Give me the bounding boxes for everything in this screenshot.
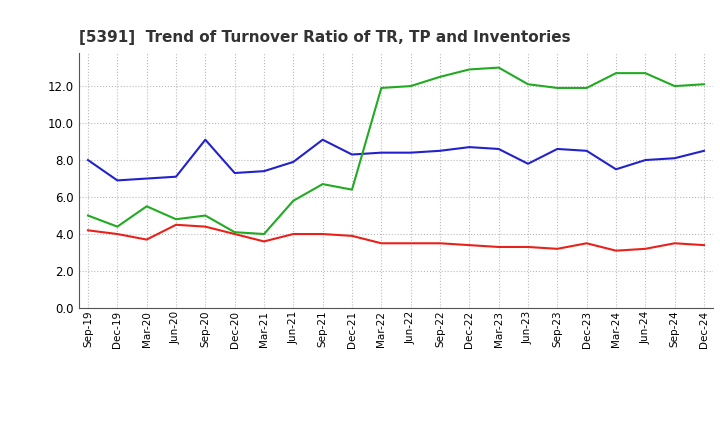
Trade Payables [260,169,269,174]
Trade Receivables [289,231,297,237]
Trade Payables [612,167,621,172]
Trade Receivables [84,227,92,233]
Trade Payables [377,150,386,155]
Trade Receivables [465,242,474,248]
Trade Payables [700,148,708,154]
Trade Receivables [348,233,356,238]
Trade Receivables [436,241,444,246]
Trade Payables [201,137,210,143]
Trade Receivables [700,242,708,248]
Trade Receivables [523,244,532,249]
Trade Receivables [143,237,151,242]
Inventories [348,187,356,192]
Inventories [171,216,180,222]
Inventories [406,84,415,89]
Trade Payables [523,161,532,166]
Trade Receivables [670,241,679,246]
Inventories [465,67,474,72]
Inventories [553,85,562,91]
Trade Receivables [171,222,180,227]
Line: Trade Receivables: Trade Receivables [88,225,704,251]
Inventories [495,65,503,70]
Trade Payables [582,148,591,154]
Inventories [670,84,679,89]
Trade Payables [641,158,649,163]
Trade Receivables [495,244,503,249]
Line: Trade Payables: Trade Payables [88,140,704,180]
Inventories [201,213,210,218]
Line: Inventories: Inventories [88,68,704,234]
Trade Receivables [230,231,239,237]
Trade Payables [143,176,151,181]
Inventories [582,85,591,91]
Trade Payables [465,144,474,150]
Trade Payables [553,147,562,152]
Trade Payables [436,148,444,154]
Trade Payables [670,156,679,161]
Trade Payables [318,137,327,143]
Inventories [230,230,239,235]
Inventories [289,198,297,203]
Trade Payables [289,159,297,165]
Inventories [436,74,444,80]
Inventories [377,85,386,91]
Inventories [84,213,92,218]
Trade Receivables [612,248,621,253]
Trade Payables [495,147,503,152]
Trade Receivables [318,231,327,237]
Inventories [260,231,269,237]
Inventories [641,70,649,76]
Trade Receivables [113,231,122,237]
Inventories [318,181,327,187]
Trade Receivables [641,246,649,252]
Trade Receivables [406,241,415,246]
Trade Payables [406,150,415,155]
Inventories [700,81,708,87]
Text: [5391]  Trend of Turnover Ratio of TR, TP and Inventories: [5391] Trend of Turnover Ratio of TR, TP… [79,29,571,45]
Trade Receivables [201,224,210,229]
Inventories [523,81,532,87]
Inventories [143,204,151,209]
Trade Payables [230,170,239,176]
Trade Payables [84,158,92,163]
Trade Payables [348,152,356,157]
Inventories [113,224,122,229]
Trade Payables [171,174,180,180]
Trade Payables [113,178,122,183]
Trade Receivables [553,246,562,252]
Trade Receivables [582,241,591,246]
Inventories [612,70,621,76]
Trade Receivables [260,239,269,244]
Trade Receivables [377,241,386,246]
